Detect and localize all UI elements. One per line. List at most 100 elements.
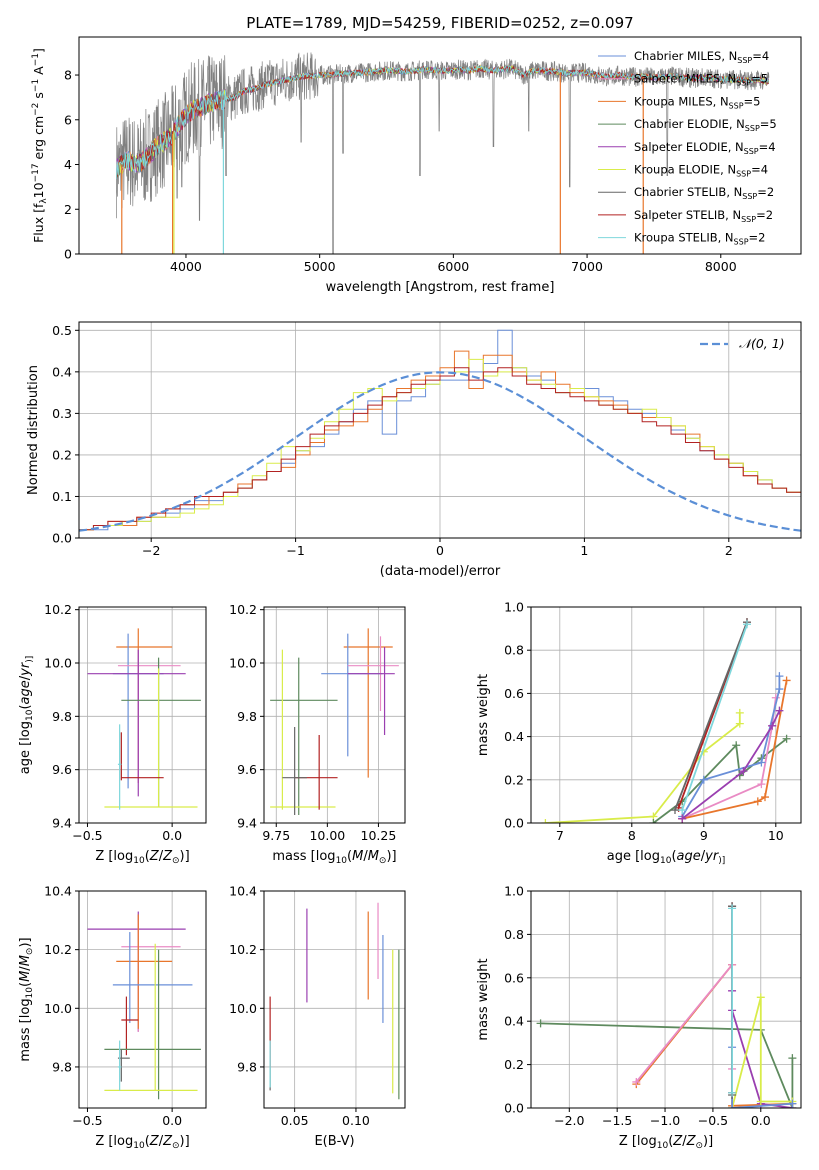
legend-label: Kroupa ELODIE, NSSP=4 xyxy=(634,163,768,179)
age-vs-Z-x-label-part: )] xyxy=(180,849,190,864)
spectrum-y-label-part: λ xyxy=(39,198,49,204)
weight-marker xyxy=(757,780,766,789)
x-tick-label: 7 xyxy=(556,828,564,843)
x-tick-label: 10.25 xyxy=(361,828,397,843)
x-tick-label: 2 xyxy=(725,543,733,558)
x-tick-label: 1 xyxy=(580,543,588,558)
normal-curve xyxy=(79,371,801,532)
weight-marker xyxy=(735,719,744,728)
age-vs-Z-x-label: Z [log10(Z/Z⊙)] xyxy=(95,849,189,866)
age-vs-mass-x-label-part: )] xyxy=(386,849,396,864)
residual-x-label: (data-model)/error xyxy=(380,564,501,579)
y-tick-label: 10.2 xyxy=(44,602,72,617)
axes-frame xyxy=(78,890,207,1109)
weight-vs-age-x-label-part: / xyxy=(701,849,706,864)
weight-marker xyxy=(728,904,737,913)
weight-line-chabrier-elodie xyxy=(540,1022,794,1108)
legend-label-sub: SSP xyxy=(734,238,749,247)
spectrum-y-label: Flux [fλ10−17 erg cm−2 s−1 A−1] xyxy=(31,48,49,243)
y-tick-label: 9.6 xyxy=(52,762,72,777)
spectrum-y-label-part: erg cm xyxy=(31,116,46,164)
weight-vs-Z-x-label-part: ( xyxy=(668,1134,673,1149)
axes-frame xyxy=(78,321,802,539)
x-tick-label: −2 xyxy=(142,543,160,558)
y-tick-label: 9.6 xyxy=(237,762,257,777)
legend-label-suffix: =5 xyxy=(760,117,777,131)
weight-marker xyxy=(678,806,687,815)
spectrum-y-label-part: −2 xyxy=(31,103,41,116)
weight-marker xyxy=(753,797,762,806)
y-tick-label: 1.0 xyxy=(504,600,524,615)
y-tick-label: 10.0 xyxy=(229,1001,257,1016)
y-tick-label: 9.4 xyxy=(237,816,257,831)
weight-marker xyxy=(536,1019,545,1028)
weight-vs-Z-x-label-part: )] xyxy=(703,1134,713,1149)
axes-frame xyxy=(78,36,802,255)
legend-label: Salpeter STELIB, NSSP=2 xyxy=(634,208,773,224)
legend-label: Kroupa STELIB, NSSP=2 xyxy=(634,231,765,247)
y-tick-label: 10.4 xyxy=(44,884,72,899)
weight-marker xyxy=(728,1088,737,1097)
age-vs-mass-x-label-part: mass [log xyxy=(272,849,335,864)
x-tick-label: 10 xyxy=(768,828,784,843)
mass-vs-Z-x-label: Z [log10(Z/Z⊙)] xyxy=(95,1134,189,1151)
x-tick-label: −2.0 xyxy=(554,1113,584,1128)
mass-vs-Z-y-label-part: )] xyxy=(18,937,33,947)
y-tick-label: 0 xyxy=(64,247,72,262)
y-tick-label: 4 xyxy=(64,157,72,172)
weight-marker xyxy=(788,1054,797,1063)
age-vs-mass-plot-area xyxy=(270,628,399,815)
weight-line-chabrier-stelib xyxy=(674,621,748,811)
y-tick-label: 10.0 xyxy=(44,1001,72,1016)
weight-marker xyxy=(743,620,751,629)
mass-vs-ebv-axes: 0.05 0.10 9.8 10.0 10.2 10.4 E(B-V) xyxy=(229,884,406,1149)
mass-vs-ebv-x-label: E(B-V) xyxy=(314,1134,354,1149)
spectrum-y-label-part: 10 xyxy=(31,182,46,198)
mass-vs-Z-x-label-part: Z [log xyxy=(95,1134,133,1149)
hist-salpeter-stelib xyxy=(79,367,801,531)
legend-label: Kroupa MILES, NSSP=5 xyxy=(634,94,760,110)
age-vs-mass-axes: 9.75 10.00 10.25 9.4 9.6 9.8 10.0 10.2 mass [log… xyxy=(229,602,406,866)
age-vs-Z-y-label: age [log10(age/yr)] xyxy=(18,656,35,774)
weight-vs-Z-x-label-part: / xyxy=(682,1134,687,1149)
weight-marker xyxy=(735,708,744,717)
y-tick-label: 0.2 xyxy=(504,772,524,787)
y-tick-label: 10.4 xyxy=(229,884,257,899)
legend-label: Salpeter ELODIE, NSSP=4 xyxy=(634,140,776,156)
weight-marker xyxy=(541,819,550,823)
age-vs-Z-y-label-part: ( xyxy=(18,704,33,709)
legend-label-suffix: =4 xyxy=(759,140,776,154)
x-tick-label: 5000 xyxy=(304,259,336,274)
hist-kroupa-miles xyxy=(79,350,801,531)
weight-marker xyxy=(632,1077,641,1086)
legend-label-suffix: =5 xyxy=(744,94,761,108)
y-tick-label: 2 xyxy=(64,202,72,217)
x-tick-label: −0.5 xyxy=(72,1113,102,1128)
age-vs-mass-x-label-part: M xyxy=(352,849,363,864)
y-tick-label: 9.4 xyxy=(52,816,72,831)
legend-label-text: Chabrier STELIB, N xyxy=(634,185,742,199)
x-tick-label: −1.0 xyxy=(650,1113,680,1128)
figure-title: PLATE=1789, MJD=54259, FIBERID=0252, z=0… xyxy=(246,14,633,32)
spectrum-y-label-part: A xyxy=(31,66,46,79)
x-tick-label: 0.0 xyxy=(751,1113,771,1128)
legend-label-text: Kroupa STELIB, N xyxy=(634,231,734,245)
legend-label-sub: SSP xyxy=(742,192,757,201)
mass-vs-Z-y-label-part: 10 xyxy=(25,987,35,999)
x-tick-label: 0.0 xyxy=(162,1113,182,1128)
weight-vs-age-x-label-part: 10 xyxy=(660,856,672,866)
x-tick-label: 8 xyxy=(628,828,636,843)
weight-vs-age-x-label-part: age [log xyxy=(607,849,660,864)
legend-label: Salpeter MILES, NSSP=5 xyxy=(634,72,768,88)
spectrum-y-label-part: −1 xyxy=(31,79,41,92)
x-tick-label: 6000 xyxy=(437,259,469,274)
weight-line-chabrier-miles xyxy=(731,1047,793,1108)
y-tick-label: 0.8 xyxy=(504,927,524,942)
weight-vs-age-x-label: age [log10(age/yr)] xyxy=(607,849,725,866)
y-tick-label: 0.2 xyxy=(504,1057,524,1072)
y-tick-label: 0.4 xyxy=(504,729,524,744)
legend-label-sub: SSP xyxy=(737,56,752,65)
legend-label-suffix: =2 xyxy=(757,185,774,199)
spectrum-y-label-part: −1 xyxy=(31,53,41,66)
